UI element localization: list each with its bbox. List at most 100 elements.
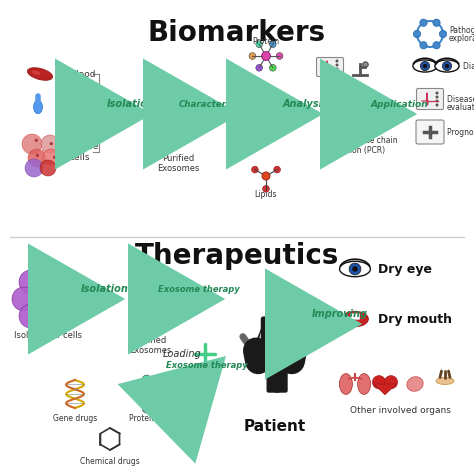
Text: Saliva: Saliva — [57, 108, 84, 117]
Circle shape — [172, 102, 175, 105]
Circle shape — [41, 135, 59, 153]
Circle shape — [349, 263, 361, 275]
Text: Dry eye: Dry eye — [378, 263, 432, 275]
FancyBboxPatch shape — [317, 57, 344, 76]
Circle shape — [53, 156, 56, 159]
Circle shape — [146, 313, 148, 317]
Circle shape — [436, 100, 438, 102]
Polygon shape — [287, 322, 296, 351]
Circle shape — [152, 312, 155, 315]
Circle shape — [439, 30, 447, 37]
Circle shape — [159, 375, 168, 383]
Circle shape — [144, 287, 147, 291]
Circle shape — [180, 127, 182, 130]
Circle shape — [249, 53, 256, 59]
Circle shape — [433, 42, 440, 49]
FancyBboxPatch shape — [262, 317, 289, 353]
Circle shape — [175, 117, 178, 120]
Text: Blood: Blood — [70, 70, 95, 79]
Circle shape — [436, 103, 438, 107]
Circle shape — [352, 266, 358, 272]
Text: Improving: Improving — [312, 309, 368, 319]
Text: Characterization: Characterization — [179, 100, 259, 109]
Circle shape — [262, 52, 270, 60]
Ellipse shape — [339, 374, 352, 394]
Text: Tissue
cells: Tissue cells — [70, 142, 99, 162]
Circle shape — [177, 111, 181, 114]
Circle shape — [12, 287, 36, 311]
Circle shape — [423, 64, 427, 68]
Circle shape — [22, 134, 42, 154]
Text: Sequencing: Sequencing — [330, 96, 375, 105]
Circle shape — [256, 64, 263, 71]
Circle shape — [50, 142, 53, 145]
Ellipse shape — [34, 100, 43, 114]
Circle shape — [384, 375, 398, 389]
Circle shape — [149, 296, 153, 299]
Ellipse shape — [413, 60, 437, 72]
Text: reaction (PCR): reaction (PCR) — [330, 146, 385, 155]
Circle shape — [173, 128, 177, 131]
Text: Protein drugs: Protein drugs — [129, 414, 181, 423]
Text: sensor: sensor — [330, 126, 356, 135]
Circle shape — [142, 375, 151, 383]
Circle shape — [148, 309, 151, 312]
Polygon shape — [374, 384, 396, 395]
Circle shape — [420, 19, 427, 27]
Circle shape — [147, 302, 150, 305]
Text: Pathogenesis: Pathogenesis — [449, 26, 474, 35]
Circle shape — [363, 62, 368, 67]
Text: Analysis: Analysis — [283, 99, 328, 109]
Circle shape — [266, 304, 283, 321]
Circle shape — [336, 67, 338, 71]
Text: Lipids: Lipids — [255, 190, 277, 199]
Ellipse shape — [339, 261, 370, 277]
Text: Exosome therapy: Exosome therapy — [158, 285, 240, 294]
Circle shape — [373, 375, 386, 389]
Circle shape — [35, 139, 38, 142]
Circle shape — [40, 160, 56, 176]
Circle shape — [256, 41, 263, 47]
Circle shape — [151, 300, 154, 302]
Ellipse shape — [357, 374, 371, 394]
Circle shape — [36, 154, 39, 157]
Circle shape — [146, 313, 149, 316]
FancyBboxPatch shape — [417, 89, 444, 109]
FancyBboxPatch shape — [173, 93, 183, 102]
Text: Chemical drugs: Chemical drugs — [80, 457, 140, 466]
Circle shape — [273, 166, 281, 173]
Circle shape — [35, 139, 38, 142]
Ellipse shape — [27, 68, 53, 80]
Circle shape — [36, 311, 60, 335]
Ellipse shape — [435, 60, 459, 72]
Text: Application: Application — [370, 100, 428, 109]
Circle shape — [179, 114, 182, 118]
Circle shape — [173, 106, 175, 109]
Circle shape — [134, 390, 142, 398]
Circle shape — [146, 307, 150, 310]
Circle shape — [174, 122, 178, 125]
FancyBboxPatch shape — [416, 120, 444, 144]
Text: Polymerase chain: Polymerase chain — [330, 136, 398, 145]
Circle shape — [35, 286, 61, 312]
Text: Disease activity: Disease activity — [447, 94, 474, 103]
Circle shape — [36, 154, 39, 157]
Circle shape — [60, 287, 84, 311]
Text: Gene drugs: Gene drugs — [53, 414, 97, 423]
FancyBboxPatch shape — [274, 349, 287, 392]
Circle shape — [168, 390, 176, 398]
Circle shape — [142, 404, 151, 413]
FancyBboxPatch shape — [267, 349, 280, 392]
Circle shape — [28, 149, 46, 167]
FancyBboxPatch shape — [168, 98, 188, 140]
FancyBboxPatch shape — [145, 278, 155, 287]
Ellipse shape — [143, 283, 157, 288]
Text: Patient: Patient — [244, 419, 306, 434]
Circle shape — [436, 95, 438, 99]
FancyBboxPatch shape — [140, 283, 159, 325]
Circle shape — [35, 139, 38, 142]
Circle shape — [53, 156, 56, 159]
Circle shape — [173, 128, 176, 131]
Ellipse shape — [407, 377, 423, 392]
Circle shape — [176, 124, 179, 127]
